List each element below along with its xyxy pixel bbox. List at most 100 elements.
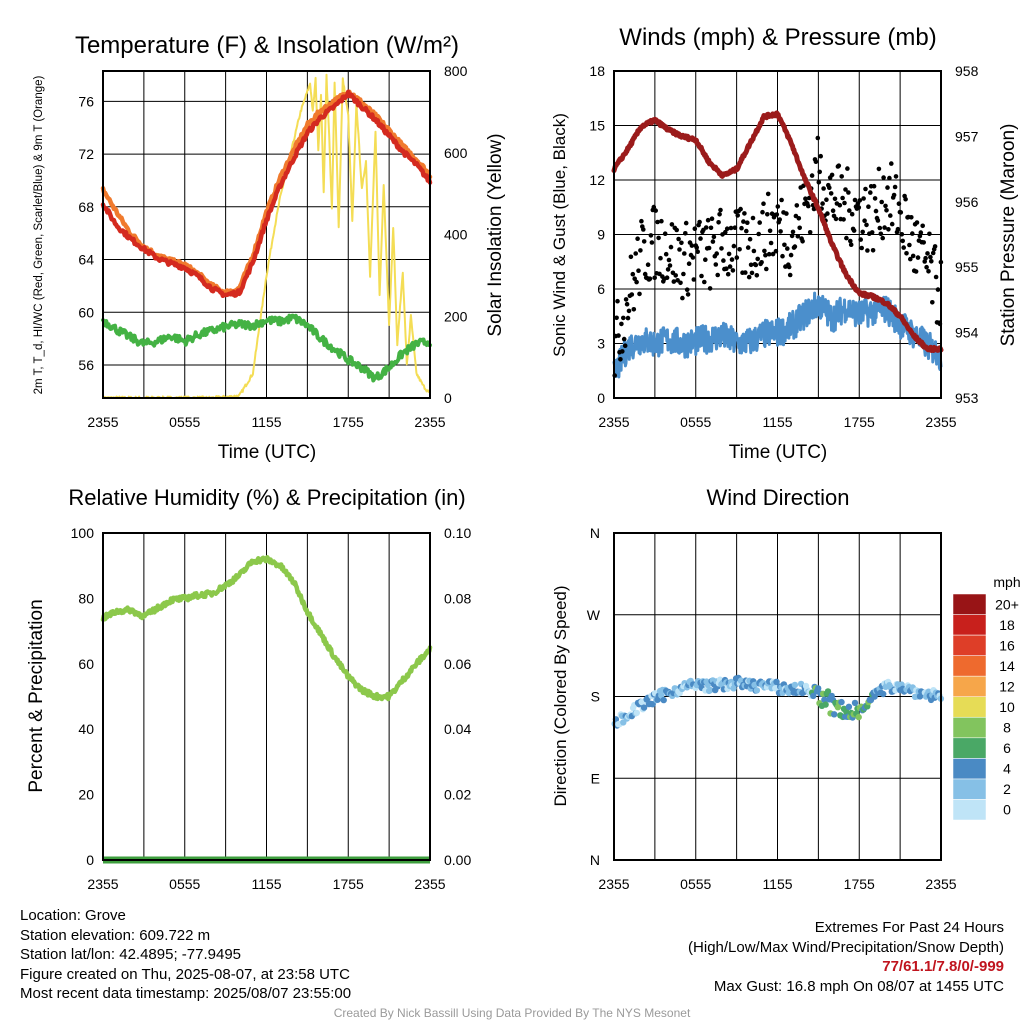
gust-point: [821, 186, 826, 191]
gust-point: [691, 277, 697, 282]
gust-point: [845, 166, 850, 171]
colorbar-swatch: [952, 593, 987, 615]
gust-point: [928, 254, 933, 260]
gust-point: [760, 209, 765, 215]
temperature-title-text: Temperature (F) & Insolation (W/m²): [75, 32, 459, 59]
temperature-panel: Temperature (F) & Insolation (W/m²) 2355…: [33, 32, 506, 463]
humidity-frame: [102, 532, 431, 861]
gust-point: [757, 220, 762, 225]
gust-point: [806, 203, 811, 209]
most-recent-timestamp: Most recent data timestamp: 2025/08/07 2…: [20, 985, 352, 1002]
gust-point: [774, 212, 780, 217]
y-tick-label: N: [590, 852, 600, 868]
x-tick-label: 2355: [87, 414, 118, 430]
gust-point: [673, 273, 678, 278]
gust-point: [671, 279, 677, 284]
colorbar-swatch: [952, 717, 987, 739]
y2-tick-label: 0: [444, 390, 452, 406]
x-tick-label: 1155: [251, 414, 281, 430]
temperature-frame: [102, 70, 431, 399]
wind-direction-frame: [613, 532, 942, 861]
y2-tick-label: 0.08: [444, 590, 471, 606]
x-tick-label: 0555: [680, 876, 711, 892]
x-tick-label: 1755: [333, 414, 364, 430]
gust-point: [935, 287, 941, 292]
gust-point: [794, 203, 800, 208]
gust-point: [779, 197, 784, 203]
colorbar-swatch: [952, 758, 987, 780]
gust-point: [681, 271, 686, 277]
gust-point: [787, 272, 793, 278]
gust-point: [615, 298, 620, 304]
gust-point: [865, 248, 870, 253]
gust-point: [666, 257, 672, 263]
gust-point: [668, 244, 674, 250]
y-tick-label: 9: [597, 227, 605, 243]
gust-point: [645, 262, 651, 268]
gust-point: [692, 226, 698, 231]
gust-point: [664, 275, 670, 281]
colorbar-swatch: [952, 696, 987, 718]
gust-point: [778, 229, 783, 234]
y-tick-label: 6: [597, 281, 605, 297]
gust-point: [655, 219, 660, 225]
gust-point: [721, 258, 726, 263]
gust-point: [889, 221, 895, 227]
gust-point: [716, 220, 721, 225]
gust-point: [677, 247, 682, 252]
gust-point: [678, 280, 683, 286]
colorbar-title: mph: [993, 574, 1020, 590]
gust-point: [618, 357, 623, 362]
y-tick-label: 0: [86, 852, 94, 868]
gust-point: [676, 236, 681, 242]
gust-point: [635, 236, 640, 241]
gust-point: [813, 159, 819, 164]
gust-point: [638, 248, 643, 253]
x-tick-label: 2355: [414, 414, 445, 430]
gust-point: [741, 219, 746, 224]
y-tick-label: 20: [78, 787, 94, 803]
gust-point: [889, 161, 894, 166]
gust-point: [914, 220, 920, 225]
gust-point: [667, 263, 673, 268]
x-tick-label: 1155: [762, 414, 792, 430]
gust-point: [909, 215, 914, 220]
y-tick-label: 0: [597, 390, 605, 406]
gust-point: [900, 238, 905, 244]
gust-point: [683, 231, 688, 236]
gust-point: [619, 321, 624, 327]
y2-tick-label: 0.02: [444, 787, 471, 803]
gust-point: [901, 245, 906, 250]
gust-point: [705, 217, 711, 223]
colorbar-swatch: [952, 634, 987, 656]
y-tick-label: S: [591, 689, 600, 705]
temperature-2m-line: [100, 89, 433, 299]
humidity-title: Relative Humidity (%) & Precipitation (i…: [68, 485, 465, 510]
gust-point: [837, 202, 843, 208]
gust-point: [742, 211, 747, 216]
gust-point: [756, 231, 761, 237]
gust-point: [862, 218, 867, 223]
gust-point: [630, 271, 636, 277]
gust-point: [768, 240, 774, 246]
gust-point: [765, 191, 771, 197]
gust-point: [621, 315, 626, 321]
pressure-ylabel: Station Pressure (Maroon): [998, 124, 1019, 347]
gust-point: [629, 292, 635, 297]
gust-point: [682, 251, 687, 256]
y-tick-label: 80: [78, 590, 94, 606]
wind-direction-title: Wind Direction: [706, 485, 849, 510]
direction-point: [753, 687, 761, 694]
direction-point: [660, 696, 667, 704]
gust-point: [625, 315, 631, 321]
colorbar-label: 6: [1003, 740, 1011, 756]
x-tick-label: 0555: [680, 414, 711, 430]
x-tick-label: 1755: [844, 876, 875, 892]
gust-point: [847, 208, 852, 213]
gust-point: [669, 222, 675, 227]
gust-point: [759, 260, 764, 265]
gust-point: [709, 216, 715, 221]
gust-point: [728, 225, 734, 231]
extremes-title: Extremes For Past 24 Hours: [814, 919, 1004, 936]
gust-point: [680, 295, 685, 301]
